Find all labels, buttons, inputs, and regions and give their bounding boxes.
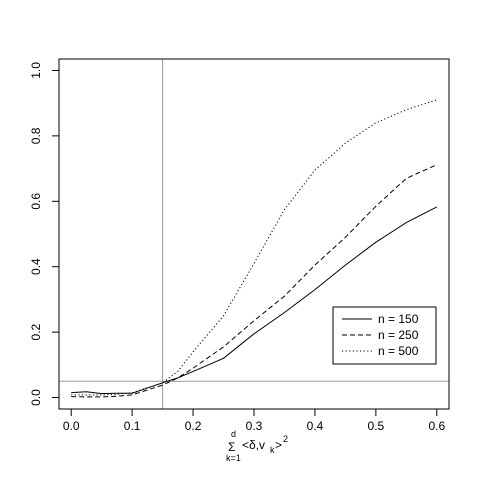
- series-line-2: [71, 164, 438, 398]
- x-tick-label: 0.1: [124, 419, 141, 433]
- y-tick-label: 0.6: [29, 193, 43, 210]
- x-label-superscript: 2: [283, 434, 288, 444]
- x-label-sum-upper: d: [231, 429, 236, 439]
- y-tick-label: 0.4: [29, 258, 43, 275]
- x-label-subscript: k: [270, 445, 275, 455]
- legend: n = 150 n = 250 n = 500: [332, 306, 437, 365]
- y-tick-label: 0.8: [29, 127, 43, 144]
- x-tick-label: 0.5: [368, 419, 385, 433]
- plot-area: [59, 59, 449, 409]
- x-axis-label: Σ d k=1 <δ,v k > 2: [226, 429, 288, 463]
- series-line-1: [71, 206, 438, 395]
- legend-label-2: n = 250: [378, 328, 419, 342]
- legend-label-1: n = 150: [378, 312, 419, 326]
- x-tick-label: 0.6: [428, 419, 445, 433]
- x-tick-label: 0.4: [307, 419, 324, 433]
- x-tick-label: 0.0: [63, 419, 80, 433]
- axes: 0.0 0.1 0.2 0.3 0.4 0.5 0.6 0.0 0.2 0.4 0.6 0.8 1.0: [29, 58, 450, 433]
- x-tick-label: 0.2: [185, 419, 202, 433]
- y-tick-label: 1.0: [29, 62, 43, 79]
- x-label-sum-lower: k=1: [226, 453, 241, 463]
- y-tick-label: 0.2: [29, 323, 43, 340]
- x-label-close: >: [275, 438, 282, 452]
- x-label-body: <δ,v: [242, 438, 265, 452]
- x-label-sum-symbol: Σ: [228, 440, 235, 454]
- y-tick-label: 0.0: [29, 389, 43, 406]
- legend-label-3: n = 500: [378, 344, 419, 358]
- x-tick-label: 0.3: [246, 419, 263, 433]
